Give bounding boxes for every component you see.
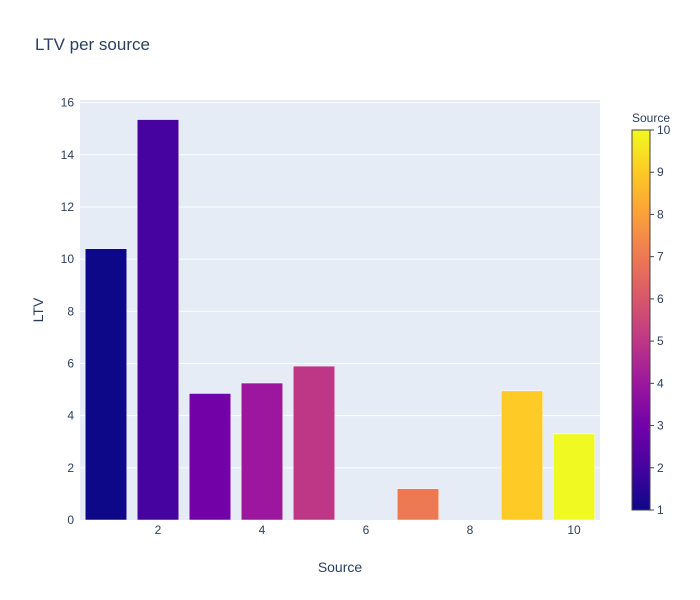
x-axis-label: Source xyxy=(318,559,363,575)
colorbar-gradient xyxy=(631,129,651,511)
y-tick-label: 6 xyxy=(67,356,74,370)
colorbar-tick-label: 1 xyxy=(657,503,664,517)
y-tick-label: 2 xyxy=(67,461,74,475)
x-axis-ticks: 2 4 6 8 10 xyxy=(155,523,581,537)
colorbar-ticks: 1 2 3 4 5 6 7 8 9 10 xyxy=(650,123,671,517)
bars xyxy=(84,119,596,521)
bar-source-3[interactable] xyxy=(188,393,232,521)
colorbar-tick-label: 6 xyxy=(657,292,664,306)
colorbar-tick-label: 4 xyxy=(657,376,664,390)
y-tick-label: 8 xyxy=(67,304,74,318)
colorbar-tick-label: 8 xyxy=(657,207,664,221)
colorbar-tick-label: 5 xyxy=(657,334,664,348)
colorbar-tick-label: 10 xyxy=(657,123,671,137)
y-axis-ticks: 0 2 4 6 8 10 12 14 16 xyxy=(61,96,75,527)
colorbar: Source 1 2 3 4 5 6 7 8 9 10 xyxy=(631,111,671,517)
y-tick-label: 10 xyxy=(61,252,75,266)
y-axis-label: LTV xyxy=(30,297,46,322)
bar-source-4[interactable] xyxy=(240,382,284,521)
bar-source-2[interactable] xyxy=(136,119,180,521)
bar-source-5[interactable] xyxy=(292,365,336,521)
x-tick-label: 4 xyxy=(259,523,266,537)
x-tick-label: 10 xyxy=(567,523,581,537)
chart-title: LTV per source xyxy=(35,35,150,54)
x-tick-label: 2 xyxy=(155,523,162,537)
colorbar-tick-label: 3 xyxy=(657,419,664,433)
colorbar-title: Source xyxy=(632,111,670,125)
bar-source-7[interactable] xyxy=(396,488,440,521)
colorbar-tick-label: 9 xyxy=(657,165,664,179)
y-tick-label: 14 xyxy=(61,148,75,162)
y-tick-label: 4 xyxy=(67,409,74,423)
bar-source-10[interactable] xyxy=(552,433,596,521)
colorbar-tick-label: 2 xyxy=(657,461,664,475)
y-tick-label: 12 xyxy=(61,200,75,214)
y-tick-label: 0 xyxy=(67,513,74,527)
bar-source-9[interactable] xyxy=(500,390,544,521)
bar-source-1[interactable] xyxy=(84,248,128,521)
x-tick-label: 6 xyxy=(363,523,370,537)
colorbar-tick-label: 7 xyxy=(657,250,664,264)
x-tick-label: 8 xyxy=(467,523,474,537)
y-tick-label: 16 xyxy=(61,96,75,110)
